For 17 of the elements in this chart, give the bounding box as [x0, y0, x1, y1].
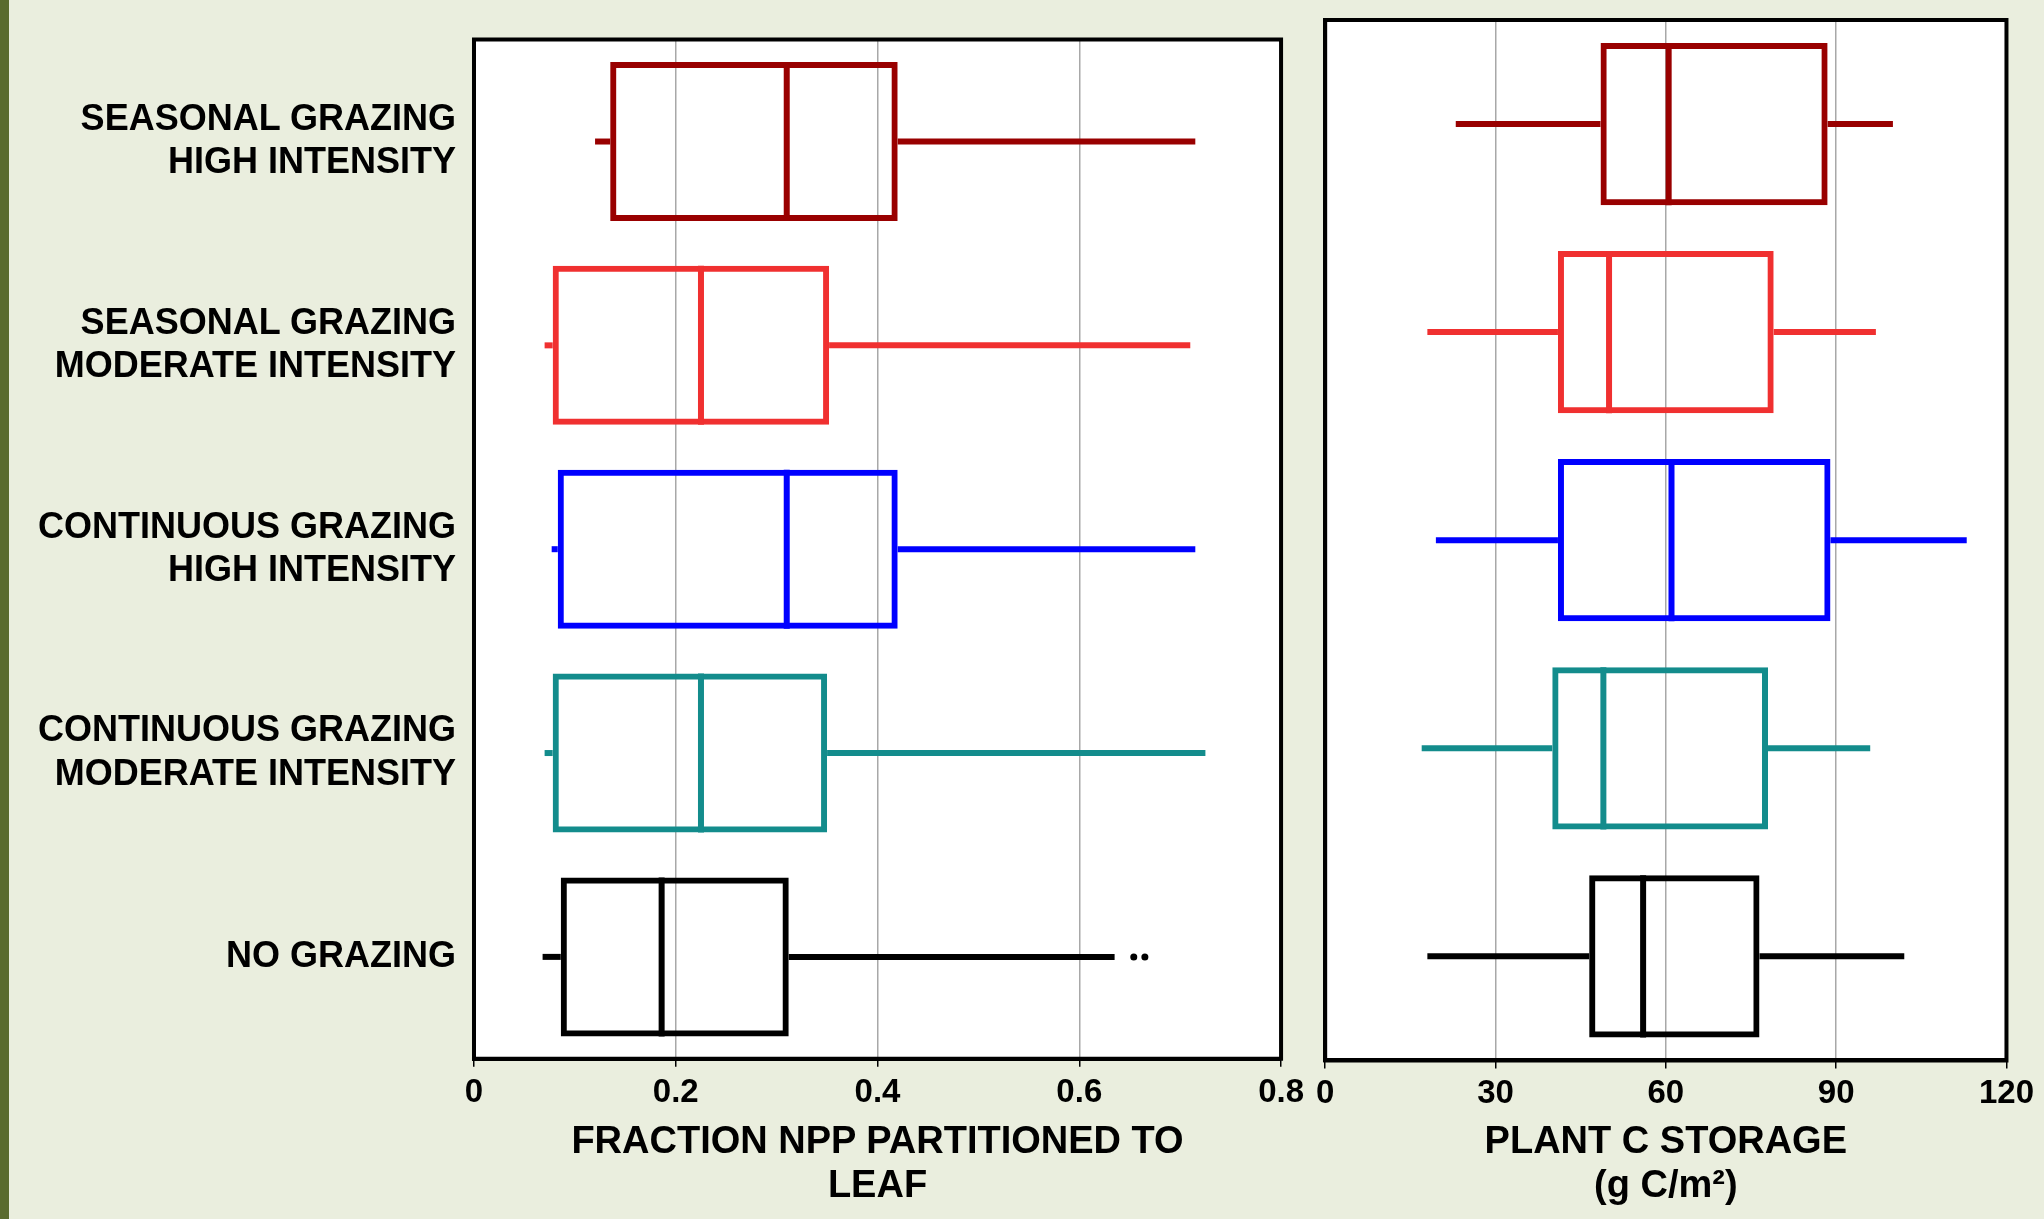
y-tick-label: CONTINUOUS GRAZING MODERATE INTENSITY — [37, 708, 456, 793]
y-tick-label: SEASONAL GRAZING MODERATE INTENSITY — [54, 300, 456, 385]
x-axis-title: PLANT C STORAGE (g C/m²) — [1483, 1118, 1849, 1206]
x-tick-label: 60 — [1647, 1073, 1685, 1111]
x-tick-label: 120 — [1978, 1073, 2034, 1111]
x-tick-label: 0.2 — [652, 1071, 699, 1109]
x-tick-label: 0.6 — [1056, 1071, 1103, 1109]
x-tick-label: 90 — [1817, 1073, 1855, 1111]
x-tick-label: 0 — [1316, 1073, 1335, 1111]
y-tick-label: SEASONAL GRAZING HIGH INTENSITY — [80, 96, 456, 182]
x-tick-label: 0.4 — [854, 1071, 902, 1109]
x-tick-label: 0.8 — [1258, 1071, 1304, 1109]
x-axis-title: FRACTION NPP PARTITIONED TO LEAF — [570, 1118, 1185, 1206]
x-tick-label: 0 — [464, 1071, 484, 1109]
x-tick-label: 30 — [1477, 1073, 1514, 1111]
y-tick-label: NO GRAZING — [225, 933, 456, 975]
y-tick-label: CONTINUOUS GRAZING HIGH INTENSITY — [37, 504, 456, 589]
